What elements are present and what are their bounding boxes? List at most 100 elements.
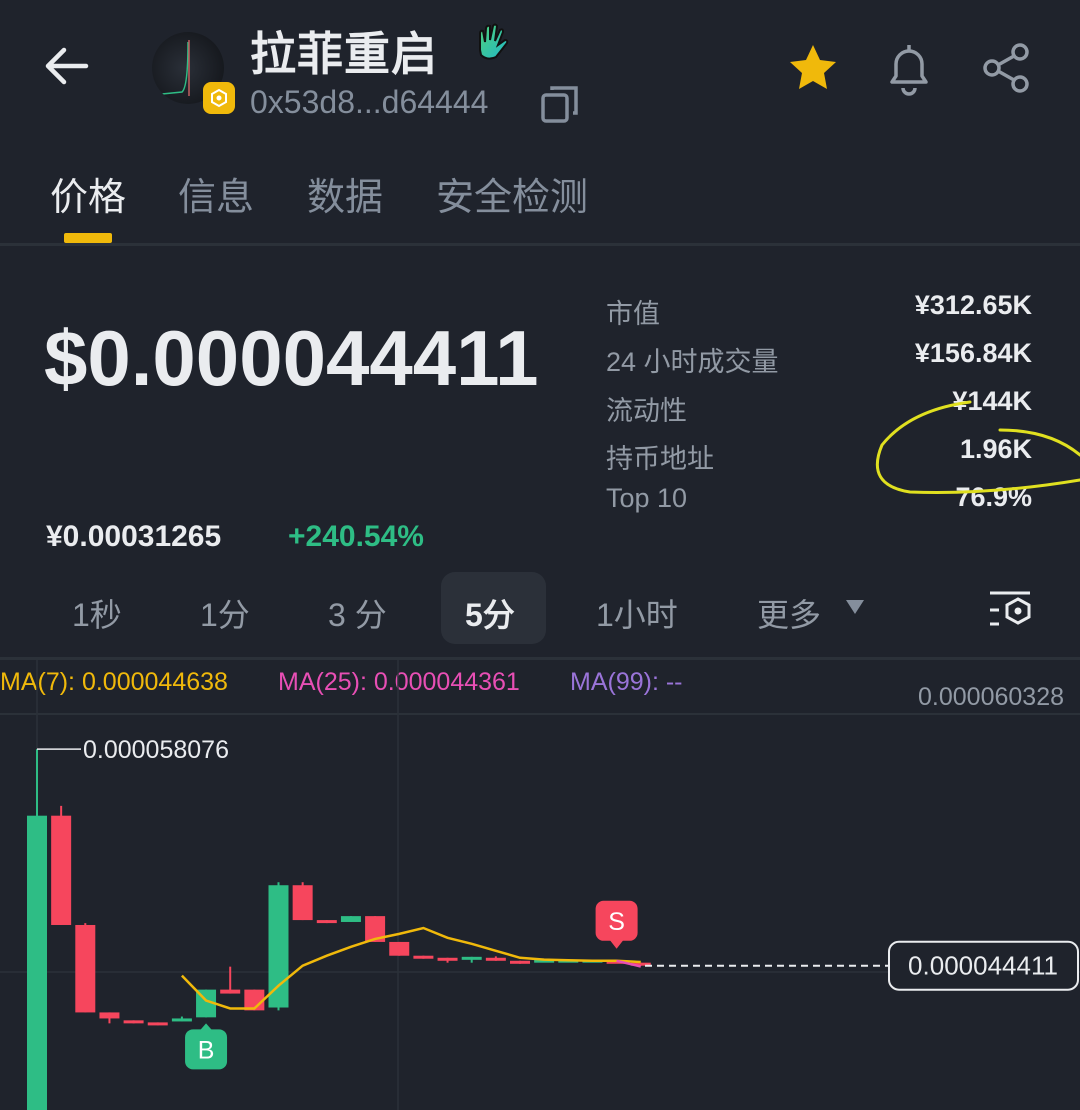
candle-body xyxy=(147,1022,168,1026)
candle-body xyxy=(51,815,72,925)
marker-label: B xyxy=(198,1036,215,1064)
tab-data[interactable]: 数据 xyxy=(307,177,384,219)
candle xyxy=(485,956,506,961)
ma7-legend: MA(7): 0.000044638 xyxy=(0,668,228,696)
candle-body xyxy=(485,957,506,961)
candle xyxy=(268,882,289,1011)
divider xyxy=(0,243,1080,246)
stat-label-market-cap: 市值 xyxy=(606,299,660,329)
high-price-label: 0.000058076 xyxy=(83,736,229,764)
candle xyxy=(99,1012,120,1024)
marker-badge xyxy=(595,900,638,941)
bnb-chain-icon xyxy=(203,82,235,114)
interval-1h[interactable]: 1小时 xyxy=(596,597,678,633)
sell-marker[interactable]: S xyxy=(595,900,638,949)
candle-body xyxy=(606,960,627,964)
candle-body xyxy=(340,916,361,922)
current-price-tag-box xyxy=(888,940,1079,991)
candle xyxy=(123,1020,144,1024)
contract-address: 0x53d8...d64444 xyxy=(250,84,489,120)
candle-body xyxy=(171,1018,192,1022)
stat-label-top10: Top 10 xyxy=(606,483,688,513)
copy-icon[interactable] xyxy=(540,84,580,124)
ma25-legend: MA(25): 0.000044361 xyxy=(278,668,520,696)
marker-label: S xyxy=(608,908,625,936)
candle-body xyxy=(220,989,241,994)
active-interval-bg xyxy=(441,572,546,644)
candle xyxy=(437,957,458,963)
candle xyxy=(316,920,337,924)
stat-label-liquidity: 流动性 xyxy=(606,396,687,426)
candle-body xyxy=(461,956,482,960)
divider xyxy=(0,657,1080,660)
candle xyxy=(292,882,313,921)
candle-body xyxy=(389,941,410,956)
token-title: 拉菲重启 xyxy=(250,28,438,80)
back-arrow-icon[interactable] xyxy=(40,40,92,92)
interval-5m[interactable]: 5分 xyxy=(465,597,515,633)
interval-3m[interactable]: 3 分 xyxy=(328,597,387,633)
marker-pointer xyxy=(609,939,624,949)
candle xyxy=(220,966,241,994)
price-change: +240.54% xyxy=(288,520,424,553)
hand-drawn-circle-annotation xyxy=(876,400,1080,494)
candle xyxy=(27,749,47,1110)
candle xyxy=(171,1016,192,1022)
current-price-label: 0.000044411 xyxy=(908,951,1058,981)
candle xyxy=(147,1022,168,1026)
token-avatar xyxy=(152,32,224,104)
chart-settings-icon[interactable] xyxy=(988,590,1034,628)
stat-label-volume: 24 小时成交量 xyxy=(606,347,779,377)
candle-body xyxy=(630,962,651,966)
candle-body xyxy=(365,916,386,942)
y-axis-top-label: 0.000060328 xyxy=(918,683,1064,711)
stat-value-volume: ¥156.84K xyxy=(914,338,1032,368)
ma99-legend: MA(99): -- xyxy=(570,668,683,696)
candle xyxy=(413,955,434,959)
high-price-annotation: 0.000058076 xyxy=(37,736,229,764)
favorite-star-icon[interactable] xyxy=(786,42,840,94)
candle-body xyxy=(123,1020,144,1024)
buy-marker[interactable]: B xyxy=(185,1023,228,1070)
candle-body xyxy=(316,920,337,924)
marker-pointer xyxy=(199,1023,214,1032)
tab-bar: 价格 信息 数据 安全检测 xyxy=(0,160,1080,244)
active-tab-indicator xyxy=(64,233,112,243)
marker-badge xyxy=(185,1029,228,1070)
candle-body xyxy=(437,957,458,961)
stat-value-holders: 1.96K xyxy=(959,434,1032,464)
candle xyxy=(365,916,386,942)
stat-label-holders: 持币地址 xyxy=(606,444,714,474)
candle xyxy=(389,941,410,956)
candlestick-chart[interactable]: 0.000060328 0.000058076 0.000044411 B S xyxy=(0,660,1080,1110)
candle-body xyxy=(413,955,434,959)
tab-info[interactable]: 信息 xyxy=(178,177,255,219)
candle-body xyxy=(268,885,289,1008)
interval-more[interactable]: 更多 xyxy=(757,597,822,633)
bell-icon[interactable] xyxy=(882,40,936,96)
interval-1m[interactable]: 1分 xyxy=(200,597,250,633)
tab-price[interactable]: 价格 xyxy=(50,177,127,219)
candle-body xyxy=(534,959,555,963)
candle-body xyxy=(75,924,96,1013)
candle xyxy=(51,805,72,925)
candle-body xyxy=(292,885,313,921)
interval-1s[interactable]: 1秒 xyxy=(72,597,122,633)
candle xyxy=(75,923,96,1013)
candle-body xyxy=(99,1012,120,1019)
candle xyxy=(461,956,482,963)
current-price-tag: 0.000044411 xyxy=(888,940,1079,991)
candle xyxy=(510,960,530,964)
tab-security[interactable]: 安全检测 xyxy=(436,177,589,219)
share-icon[interactable] xyxy=(978,40,1034,96)
waving-hand-icon xyxy=(479,23,509,60)
ma25-line xyxy=(616,959,642,968)
price-cny: ¥0.00031265 xyxy=(46,520,222,553)
ma7-line xyxy=(181,926,641,1010)
candle-body xyxy=(510,960,530,964)
caret-down-icon[interactable] xyxy=(846,600,864,614)
candle-body xyxy=(27,815,47,1110)
stat-value-liquidity: ¥144K xyxy=(952,386,1032,416)
price-usd: $0.000044411 xyxy=(44,314,539,402)
stat-value-market-cap: ¥312.65K xyxy=(914,290,1032,320)
